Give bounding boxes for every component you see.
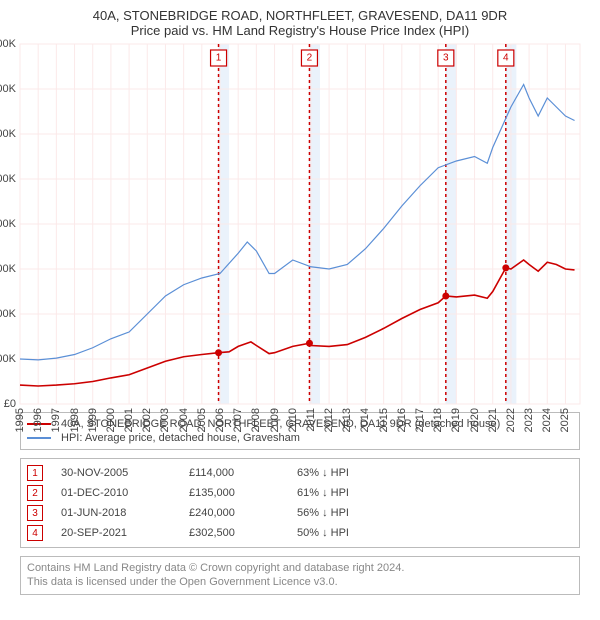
chart-subtitle: Price paid vs. HM Land Registry's House … [6, 23, 594, 38]
legend-swatch [27, 437, 51, 439]
sale-delta: 63% ↓ HPI [297, 467, 397, 479]
xtick-label: 2016 [396, 408, 408, 432]
xtick-label: 2015 [378, 408, 390, 432]
xtick-label: 2025 [559, 408, 571, 432]
legend-item: HPI: Average price, detached house, Grav… [27, 431, 573, 445]
chart-title: 40A, STONEBRIDGE ROAD, NORTHFLEET, GRAVE… [6, 8, 594, 23]
xtick-label: 2014 [359, 408, 371, 432]
ytick-label: £200K [0, 308, 16, 320]
ytick-label: £700K [0, 83, 16, 95]
sale-date: 30-NOV-2005 [61, 467, 171, 479]
ytick-label: £600K [0, 128, 16, 140]
ytick-label: £300K [0, 263, 16, 275]
ytick-label: £100K [0, 353, 16, 365]
svg-text:4: 4 [503, 53, 509, 64]
xtick-label: 2021 [487, 408, 499, 432]
table-row: 2 01-DEC-2010 £135,000 61% ↓ HPI [27, 483, 573, 503]
ytick-label: £800K [0, 38, 16, 50]
xtick-label: 2011 [305, 408, 317, 432]
sale-date: 01-JUN-2018 [61, 507, 171, 519]
table-row: 3 01-JUN-2018 £240,000 56% ↓ HPI [27, 503, 573, 523]
svg-text:1: 1 [216, 53, 222, 64]
sale-date: 20-SEP-2021 [61, 527, 171, 539]
xtick-label: 2012 [323, 408, 335, 432]
table-row: 4 20-SEP-2021 £302,500 50% ↓ HPI [27, 523, 573, 543]
footer-attribution: Contains HM Land Registry data © Crown c… [20, 556, 580, 595]
xtick-label: 2024 [541, 408, 553, 432]
sale-delta: 56% ↓ HPI [297, 507, 397, 519]
sale-price: £135,000 [189, 487, 279, 499]
ytick-label: £500K [0, 173, 16, 185]
xtick-label: 2020 [469, 408, 481, 432]
xtick-label: 1998 [69, 408, 81, 432]
sale-marker-icon: 4 [27, 525, 43, 541]
footer-line: This data is licensed under the Open Gov… [27, 575, 573, 589]
xtick-label: 2022 [505, 408, 517, 432]
xtick-label: 2008 [250, 408, 262, 432]
xtick-label: 2002 [141, 408, 153, 432]
xtick-label: 2017 [414, 408, 426, 432]
sale-marker-icon: 1 [27, 465, 43, 481]
xtick-label: 2009 [269, 408, 281, 432]
footer-line: Contains HM Land Registry data © Crown c… [27, 561, 573, 575]
xtick-label: 2003 [159, 408, 171, 432]
xtick-label: 2007 [232, 408, 244, 432]
xtick-label: 2001 [123, 408, 135, 432]
table-row: 1 30-NOV-2005 £114,000 63% ↓ HPI [27, 463, 573, 483]
sales-table: 1 30-NOV-2005 £114,000 63% ↓ HPI 2 01-DE… [20, 458, 580, 548]
xtick-label: 2004 [178, 408, 190, 432]
xtick-label: 2000 [105, 408, 117, 432]
xtick-label: 2023 [523, 408, 535, 432]
plot-svg: 1 2 3 4 [20, 44, 580, 404]
xtick-label: 1995 [14, 408, 26, 432]
xtick-label: 2019 [450, 408, 462, 432]
svg-text:2: 2 [307, 53, 313, 64]
legend-label: HPI: Average price, detached house, Grav… [61, 432, 300, 444]
xtick-label: 2018 [432, 408, 444, 432]
ytick-label: £400K [0, 218, 16, 230]
sale-marker-icon: 2 [27, 485, 43, 501]
xtick-label: 1997 [50, 408, 62, 432]
sale-price: £114,000 [189, 467, 279, 479]
chart-container: 40A, STONEBRIDGE ROAD, NORTHFLEET, GRAVE… [0, 0, 600, 601]
sale-price: £240,000 [189, 507, 279, 519]
xtick-label: 1999 [87, 408, 99, 432]
xtick-label: 2010 [287, 408, 299, 432]
sale-delta: 50% ↓ HPI [297, 527, 397, 539]
sale-date: 01-DEC-2010 [61, 487, 171, 499]
xtick-label: 2013 [341, 408, 353, 432]
svg-text:3: 3 [443, 53, 449, 64]
sale-marker-icon: 3 [27, 505, 43, 521]
xtick-label: 2006 [214, 408, 226, 432]
sale-delta: 61% ↓ HPI [297, 487, 397, 499]
xtick-label: 2005 [196, 408, 208, 432]
sale-price: £302,500 [189, 527, 279, 539]
xtick-label: 1996 [32, 408, 44, 432]
plot-area: 1234 £0£100K£200K£300K£400K£500K£600K£70… [20, 44, 580, 404]
